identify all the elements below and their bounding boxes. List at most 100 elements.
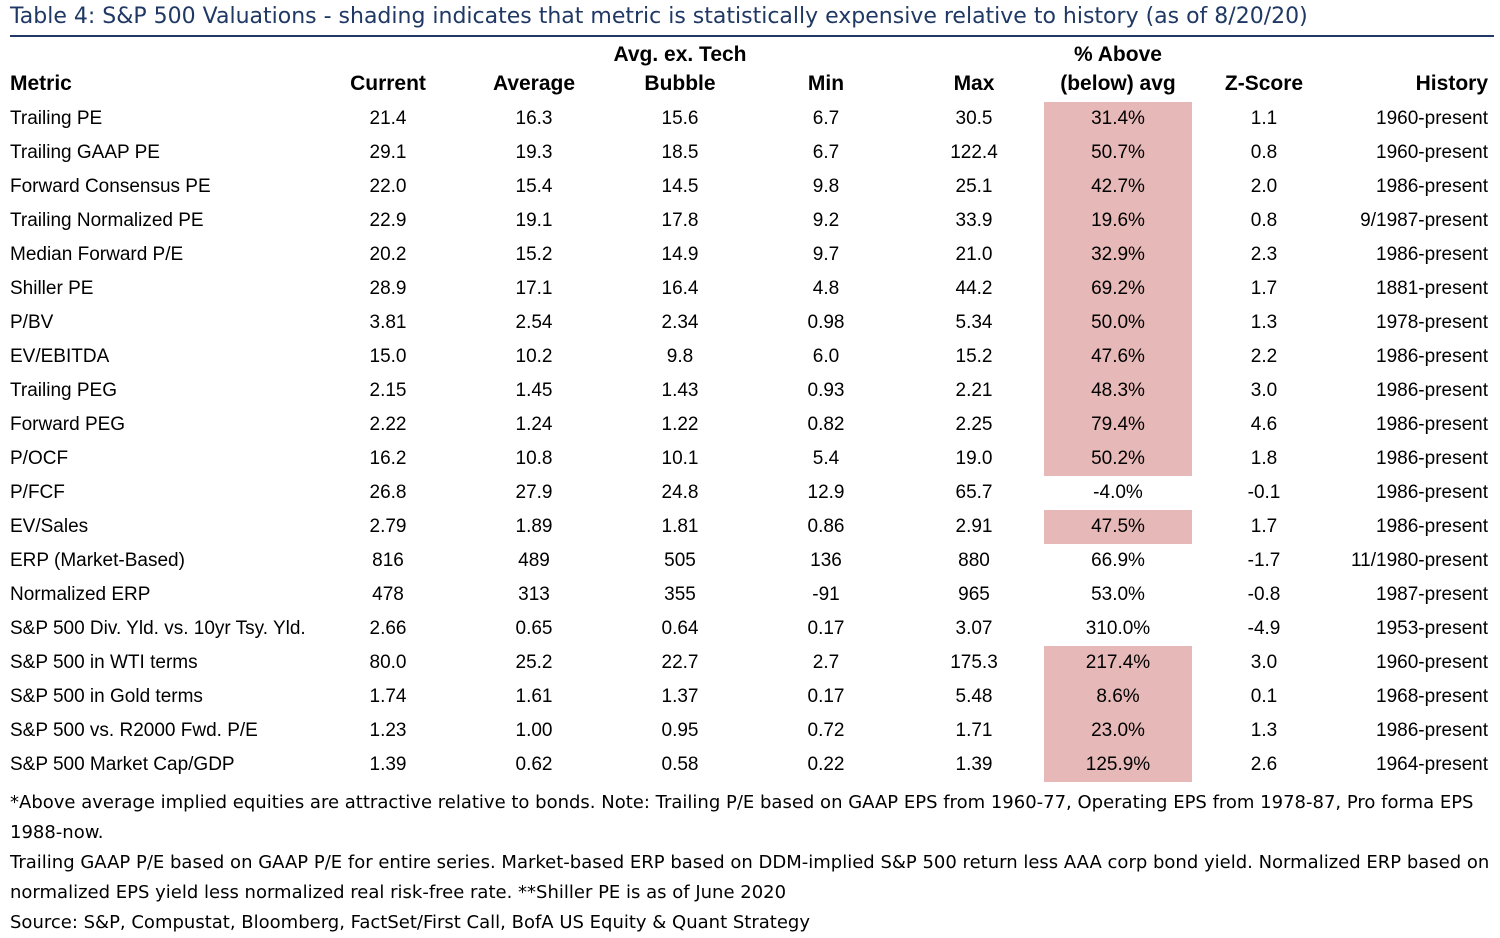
row-average: 1.61 [515, 686, 553, 707]
row-history: 1987-present [1376, 584, 1488, 605]
row-zscore: 2.0 [1250, 176, 1278, 197]
row-current: 80.0 [369, 652, 407, 673]
row-pct-above: 47.5% [1044, 510, 1192, 544]
row-avg-ex-tech: 24.8 [661, 482, 699, 503]
row-metric: Trailing PE [10, 108, 103, 129]
row-pct-above: 50.0% [1044, 306, 1192, 340]
row-pct-above: 48.3% [1044, 374, 1192, 408]
table-body: Trailing PE 21.4 16.3 15.6 6.7 30.5 31.4% 1.1 19… [10, 102, 1494, 782]
row-current: 28.9 [369, 278, 407, 299]
row-min: 9.8 [812, 176, 840, 197]
row-metric: S&P 500 Market Cap/GDP [10, 754, 235, 775]
row-metric: P/FCF [10, 482, 65, 503]
row-max: 25.1 [955, 176, 993, 197]
row-current: 2.22 [369, 414, 407, 435]
row-average: 1.89 [515, 516, 553, 537]
shaded-value: 48.3% [1044, 374, 1192, 408]
row-average: 15.2 [515, 244, 553, 265]
row-zscore: 0.1 [1250, 686, 1278, 707]
table-row: S&P 500 Market Cap/GDP 1.39 0.62 0.58 0.22 1.… [10, 748, 1494, 782]
row-history: 1986-present [1376, 380, 1488, 401]
row-max: 175.3 [950, 652, 998, 673]
row-metric: EV/EBITDA [10, 346, 110, 367]
row-min: 0.82 [807, 414, 845, 435]
row-pct-above: 310.0% [1044, 612, 1192, 646]
row-average: 19.3 [515, 142, 553, 163]
row-min: 6.7 [812, 142, 840, 163]
table-row: P/FCF 26.8 27.9 24.8 12.9 65.7 -4.0% -0.1 1986-p… [10, 476, 1494, 510]
row-avg-ex-tech: 1.43 [661, 380, 699, 401]
row-max: 965 [958, 584, 990, 605]
header-pct-line2: (below) avg [1060, 72, 1176, 95]
shaded-value: 8.6% [1044, 680, 1192, 714]
row-zscore: 3.0 [1250, 652, 1278, 673]
row-pct-above: 47.6% [1044, 340, 1192, 374]
row-max: 21.0 [955, 244, 993, 265]
table-row: Shiller PE 28.9 17.1 16.4 4.8 44.2 69.2% 1.7 188… [10, 272, 1494, 306]
row-min: 136 [810, 550, 842, 571]
row-avg-ex-tech: 0.58 [661, 754, 699, 775]
row-zscore: 2.3 [1250, 244, 1278, 265]
row-history: 1881-present [1376, 278, 1488, 299]
row-average: 27.9 [515, 482, 553, 503]
row-min: 0.98 [807, 312, 845, 333]
row-history: 1986-present [1376, 346, 1488, 367]
row-min: 0.72 [807, 720, 845, 741]
row-max: 122.4 [950, 142, 998, 163]
shaded-value: 42.7% [1044, 170, 1192, 204]
row-history: 9/1987-present [1360, 210, 1488, 231]
shaded-value: 125.9% [1044, 748, 1192, 782]
row-zscore: 2.2 [1250, 346, 1278, 367]
table-row: Forward PEG 2.22 1.24 1.22 0.82 2.25 79.4% 4.6 1… [10, 408, 1494, 442]
row-average: 1.00 [515, 720, 553, 741]
row-avg-ex-tech: 9.8 [666, 346, 694, 367]
row-average: 10.2 [515, 346, 553, 367]
shaded-value: 23.0% [1044, 714, 1192, 748]
row-average: 489 [518, 550, 550, 571]
row-max: 3.07 [955, 618, 993, 639]
row-min: 12.9 [807, 482, 845, 503]
row-max: 44.2 [955, 278, 993, 299]
row-average: 0.65 [515, 618, 553, 639]
row-pct-above: 79.4% [1044, 408, 1192, 442]
shaded-value: 47.5% [1044, 510, 1192, 544]
row-zscore: 1.7 [1250, 278, 1278, 299]
row-history: 1978-present [1376, 312, 1488, 333]
shaded-value: 19.6% [1044, 204, 1192, 238]
row-max: 15.2 [955, 346, 993, 367]
row-max: 33.9 [955, 210, 993, 231]
table-row: Forward Consensus PE 22.0 15.4 14.5 9.8 25.1 4… [10, 170, 1494, 204]
row-metric: P/BV [10, 312, 54, 333]
shaded-value: 50.7% [1044, 136, 1192, 170]
row-current: 21.4 [369, 108, 407, 129]
row-history: 1960-present [1376, 108, 1488, 129]
row-current: 1.23 [369, 720, 407, 741]
footnote-line-2: Trailing GAAP P/E based on GAAP P/E for … [10, 852, 1490, 873]
row-max: 1.39 [955, 754, 993, 775]
table-row: Trailing PEG 2.15 1.45 1.43 0.93 2.21 48.3% 3.0… [10, 374, 1494, 408]
row-metric: S&P 500 vs. R2000 Fwd. P/E [10, 720, 258, 741]
row-current: 29.1 [369, 142, 407, 163]
row-current: 16.2 [369, 448, 407, 469]
row-min: 0.93 [807, 380, 845, 401]
row-metric: Forward Consensus PE [10, 176, 211, 197]
row-history: 1986-present [1376, 244, 1488, 265]
row-history: 1986-present [1376, 448, 1488, 469]
row-average: 25.2 [515, 652, 553, 673]
row-metric: S&P 500 in WTI terms [10, 652, 198, 673]
row-average: 15.4 [515, 176, 553, 197]
row-avg-ex-tech: 15.6 [661, 108, 699, 129]
row-min: 6.7 [812, 108, 840, 129]
row-zscore: -1.7 [1247, 550, 1281, 571]
row-history: 1960-present [1376, 652, 1488, 673]
row-zscore: 0.8 [1250, 142, 1278, 163]
table-row: S&P 500 Div. Yld. vs. 10yr Tsy. Yld. 2.66… [10, 612, 1494, 646]
row-zscore: -0.8 [1247, 584, 1281, 605]
row-avg-ex-tech: 1.22 [661, 414, 699, 435]
row-zscore: 1.3 [1250, 720, 1278, 741]
row-max: 2.25 [955, 414, 993, 435]
footnote-line-1: *Above average implied equities are attr… [10, 792, 1474, 843]
row-zscore: 3.0 [1250, 380, 1278, 401]
table-row: ERP (Market-Based) 816 489 505 136 880 66.9% -1… [10, 544, 1494, 578]
row-pct-above: 32.9% [1044, 238, 1192, 272]
